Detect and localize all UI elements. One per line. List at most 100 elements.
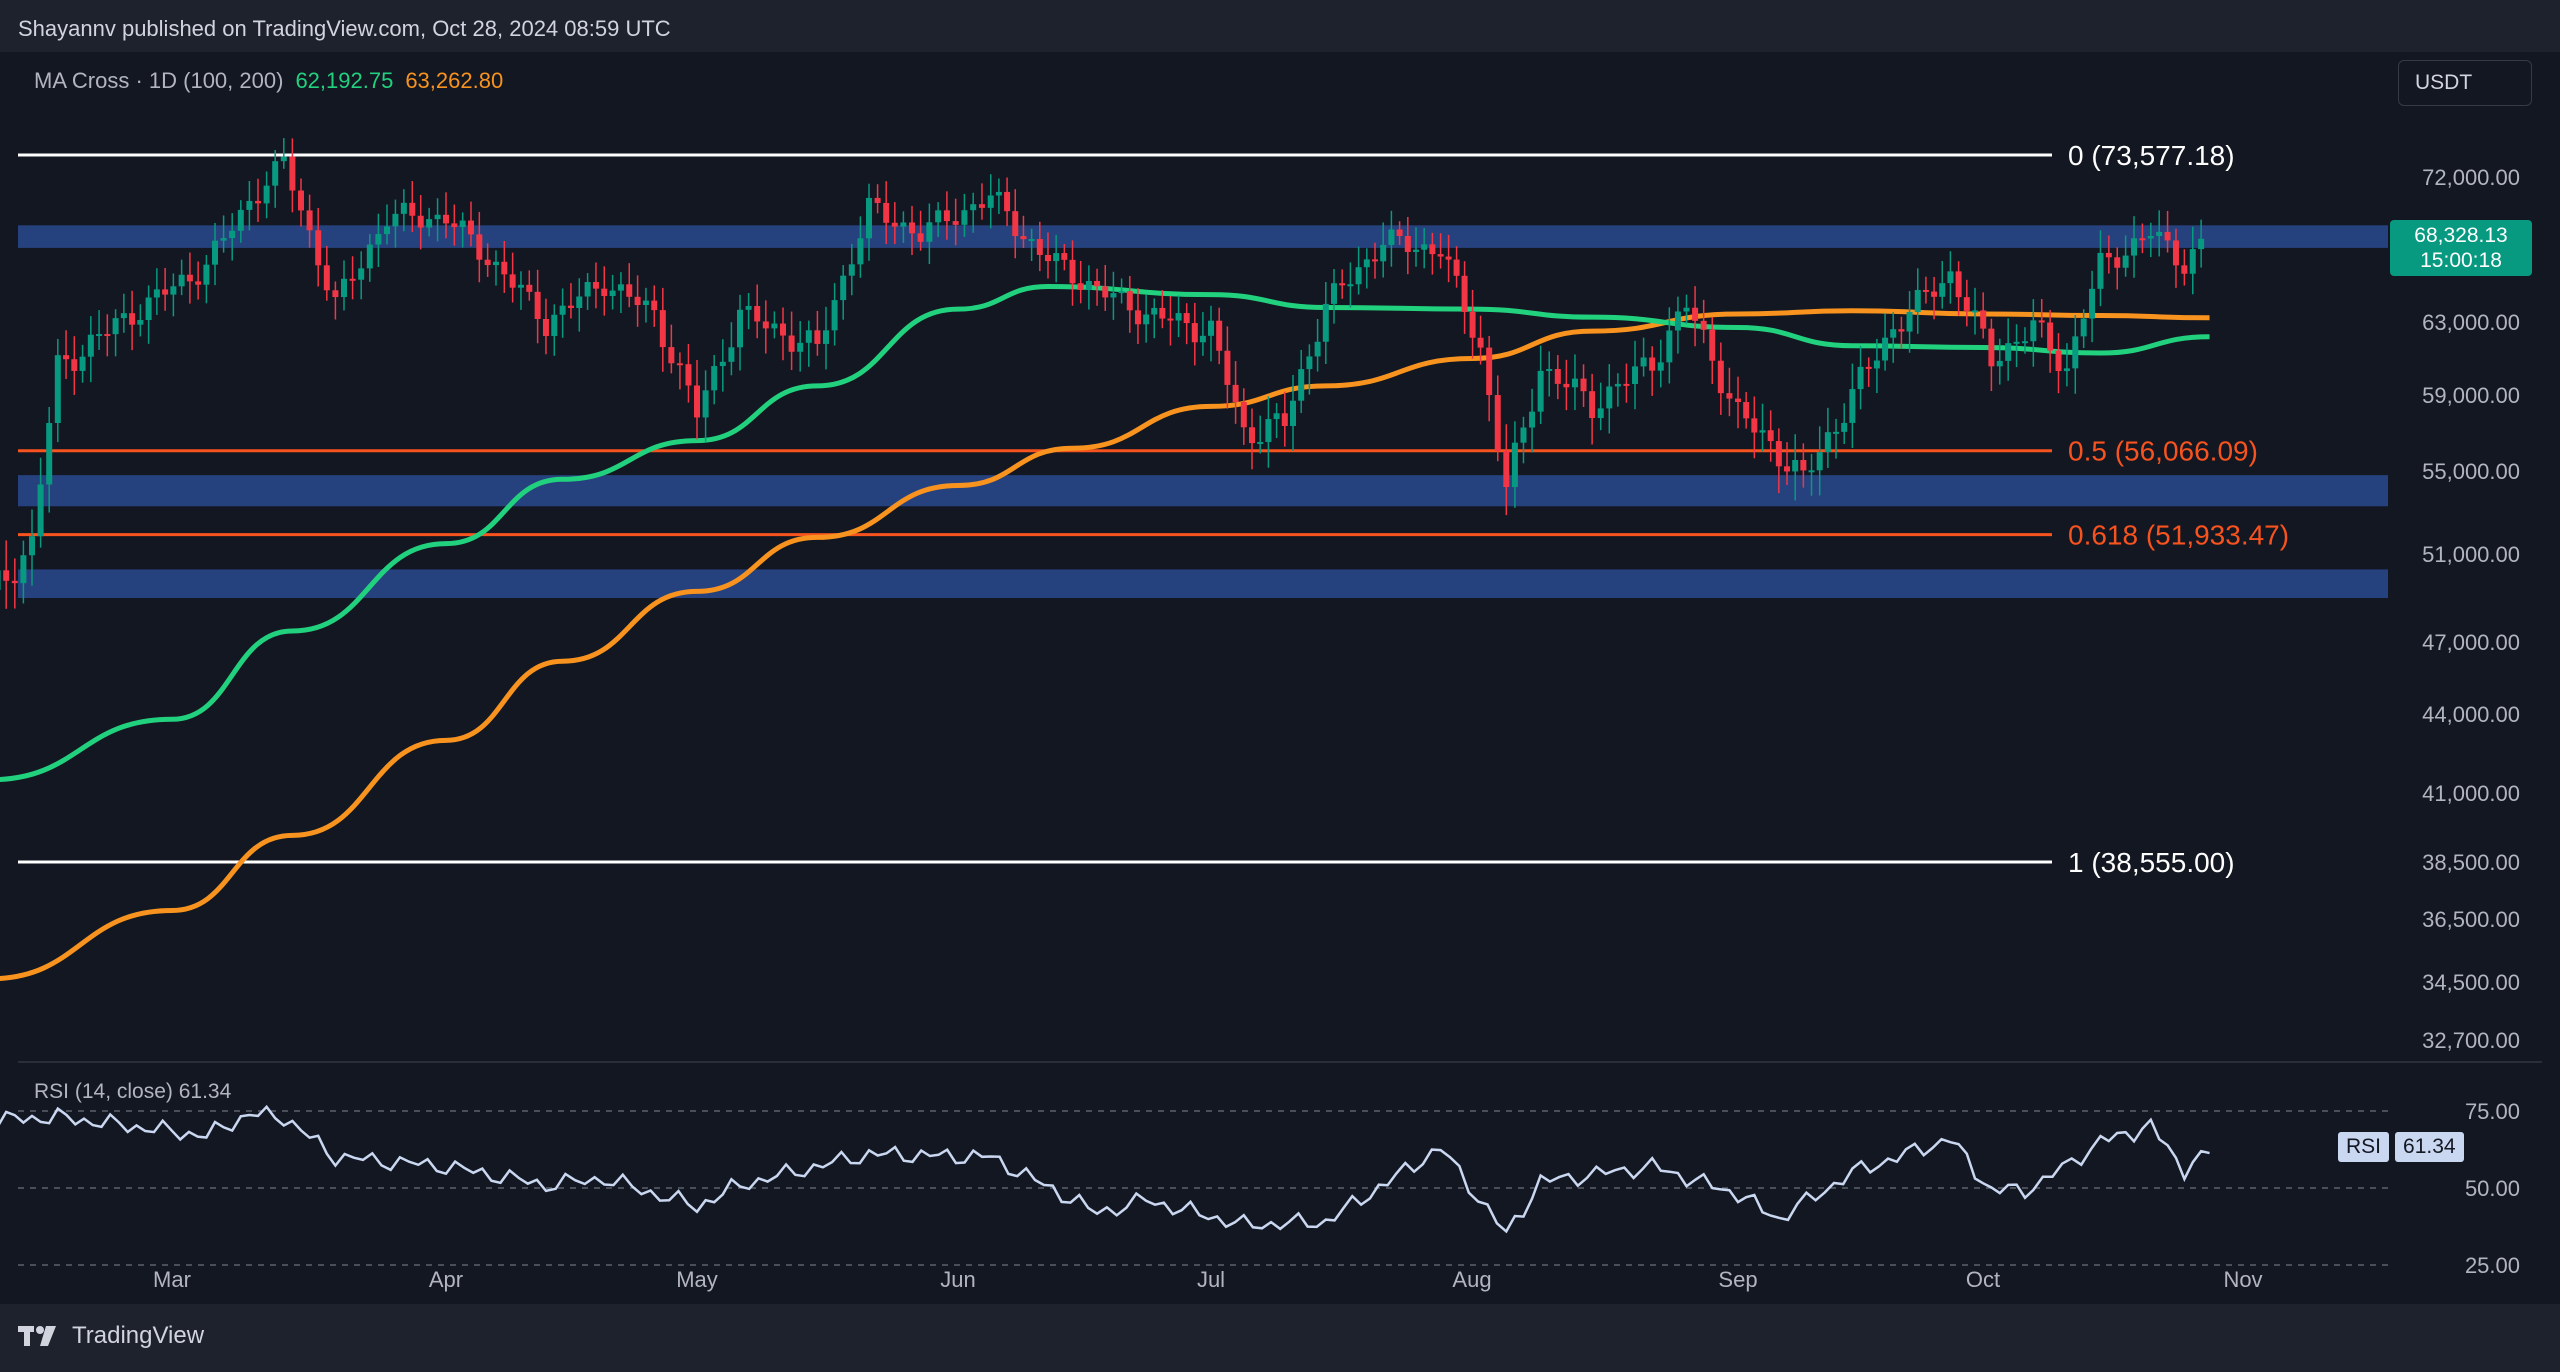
candle-body: [1167, 318, 1174, 321]
chart-area[interactable]: [18, 52, 2542, 1304]
candle-body: [186, 274, 193, 282]
y-tick-label: 59,000.00: [2422, 383, 2520, 408]
candle-body: [1314, 341, 1321, 357]
candle-body: [1529, 411, 1536, 428]
rsi-level-label: 50.00: [2465, 1176, 2520, 1201]
candle-body: [551, 314, 558, 336]
price-axis: 72,000.00 63,000.00 59,000.00 55,000.00 51,0…: [2422, 165, 2520, 1053]
candle-body: [2063, 368, 2070, 372]
candle-body: [1873, 360, 1880, 369]
candle-body: [443, 214, 449, 224]
candle-body: [2172, 240, 2179, 266]
candle-body: [54, 355, 61, 424]
candle-body: [1339, 283, 1346, 286]
candle-body: [1726, 393, 1733, 399]
candle-body: [1355, 267, 1362, 285]
y-tick-label: 55,000.00: [2422, 459, 2520, 484]
y-tick-label: 51,000.00: [2422, 542, 2520, 567]
candle-body: [840, 275, 847, 301]
x-tick-mar: Mar: [153, 1267, 191, 1292]
candle-body: [1717, 360, 1724, 394]
candle-body: [891, 222, 898, 227]
candle-body: [943, 210, 950, 222]
candle-body: [1546, 369, 1553, 372]
time-axis: Mar Apr May Jun Jul Aug Sep Oct Nov: [153, 1267, 2263, 1292]
candle-body: [162, 289, 169, 295]
candle-body: [195, 281, 202, 285]
candle-body: [375, 234, 382, 245]
candle-body: [120, 313, 127, 319]
candle-body: [2080, 318, 2087, 337]
candle-body: [1767, 430, 1774, 442]
candle-body: [1257, 442, 1264, 445]
candle-body: [509, 274, 516, 288]
candle-body: [1947, 271, 1954, 284]
candle-body: [384, 226, 390, 235]
candle-body: [1972, 310, 1979, 313]
rsi-legend-label: RSI (14, close): [34, 1080, 173, 1103]
candle-body: [762, 321, 769, 329]
x-tick-sep: Sep: [1718, 1267, 1757, 1292]
last-price-tag: 68,328.13 15:00:18: [2390, 220, 2532, 276]
candle-body: [1404, 235, 1411, 252]
candle-body: [237, 209, 244, 231]
candle-body: [37, 484, 44, 537]
ma-legend[interactable]: MA Cross · 1D (100, 200) 62,192.75 63,26…: [34, 68, 503, 94]
candle-body: [1503, 450, 1510, 488]
candle-body: [1044, 254, 1051, 262]
candle-body: [220, 238, 227, 241]
candle-body: [1085, 280, 1092, 290]
candle-body: [3, 570, 10, 581]
candle-body: [1445, 256, 1452, 260]
header-bar: [0, 0, 2560, 52]
candle-body: [1469, 311, 1476, 338]
candle-body: [96, 334, 103, 337]
candle-body: [1388, 229, 1395, 245]
candle-body: [1824, 432, 1831, 453]
candle-body: [592, 282, 599, 289]
candle-body: [926, 222, 933, 242]
candle-body: [2181, 265, 2188, 274]
candle-body: [1751, 418, 1758, 433]
rsi-pane: 75.00 50.00 25.00: [0, 1099, 2520, 1278]
candle-body: [1036, 239, 1043, 255]
candle-body: [1759, 430, 1766, 433]
candle-body: [2105, 252, 2112, 258]
rsi-level-label: 25.00: [2465, 1253, 2520, 1278]
candle-body: [2013, 341, 2020, 344]
currency-button[interactable]: USDT: [2398, 60, 2532, 106]
candle-body: [601, 288, 608, 297]
candle-body: [20, 555, 27, 584]
candle-body: [1306, 356, 1313, 370]
candle-body: [298, 190, 304, 211]
candle-body: [11, 580, 18, 584]
candle-body: [526, 284, 533, 292]
tradingview-logo[interactable]: TradingView: [18, 1322, 204, 1350]
candle-body: [1208, 320, 1214, 336]
candle-body: [719, 361, 726, 367]
candle-body: [1775, 441, 1782, 467]
candle-body: [459, 220, 466, 228]
candle-body: [2038, 320, 2045, 323]
candle-body: [2131, 238, 2138, 256]
candle-body: [87, 334, 94, 357]
candle-body: [780, 323, 786, 336]
candle-body: [694, 385, 700, 418]
y-tick-label: 38,500.00: [2422, 850, 2520, 875]
rsi-tag-value: 61.34: [2395, 1132, 2464, 1162]
candle-body: [702, 390, 709, 418]
candle-body: [961, 210, 968, 225]
candle-body: [900, 222, 907, 227]
rsi-legend[interactable]: RSI (14, close) 61.34: [34, 1080, 231, 1104]
candle-body: [170, 286, 177, 295]
candle-body: [567, 305, 574, 309]
candle-body: [263, 185, 270, 204]
candle-body: [2072, 336, 2079, 369]
candle-body: [1898, 329, 1905, 332]
candle-body: [1143, 314, 1150, 325]
candle-body: [1597, 408, 1604, 419]
candle-body: [137, 320, 144, 325]
candle-body: [1890, 329, 1897, 338]
candle-body: [484, 259, 491, 266]
